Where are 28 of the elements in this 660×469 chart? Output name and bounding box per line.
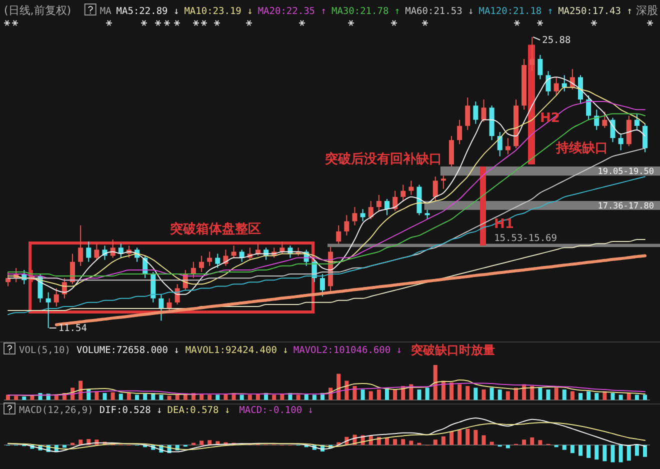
annotation: 突破箱体盘整区 [169, 221, 261, 237]
legend-title: MA [100, 6, 112, 17]
text: 突破缺口时放量 [410, 343, 496, 357]
annotation: H1 [494, 217, 514, 232]
text: MA250:17.43 ↑ [558, 6, 632, 17]
text: MAVOL1:92424.400 ↓ [185, 345, 288, 356]
chart-subtitle: VOLUME:72658.000 ↓ [76, 345, 180, 356]
text: DIF:0.528 ↓ [99, 405, 162, 416]
text: MA5:22.89 ↓ [116, 6, 180, 17]
text: MA60:21.53 ↓ [405, 6, 474, 17]
text: MA30:21.78 ↑ [331, 6, 400, 17]
annotation: 突破后没有回补缺口 [324, 151, 442, 167]
chart-title: (日线,前复权) [4, 4, 72, 17]
annotation: 持续缺口 [555, 141, 608, 156]
text: MA120:21.18 ↑ [478, 6, 554, 17]
annotation: 11.54 [58, 323, 88, 334]
annotation: 25.88 [542, 35, 571, 46]
text: MA10:23.19 ↓ [184, 6, 253, 17]
text: MA20:22.35 ↑ [258, 6, 326, 17]
text: MAVOL2:101046.600 ↓ [293, 345, 402, 356]
band-label: 15.53-15.69 [494, 232, 558, 244]
band-label: 19.05-19.50 [598, 167, 654, 178]
chart-subtitle: 深股 [636, 4, 658, 17]
chart-title: MACD(12,26,9) [19, 405, 94, 416]
chart-title: VOL(5,10) [19, 345, 70, 356]
text: DEA:0.578 ↓ [167, 405, 230, 416]
band-label: 17.36-17.80 [598, 201, 654, 212]
text: MACD:-0.100 ↓ [239, 405, 314, 416]
